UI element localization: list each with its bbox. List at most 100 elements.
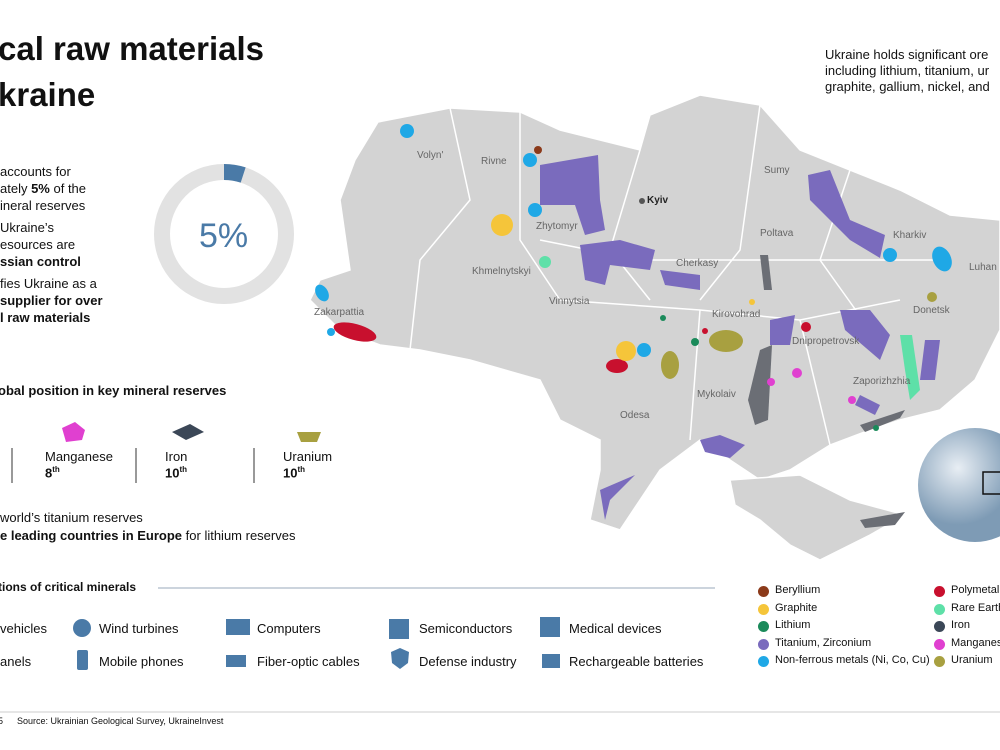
region-label: Odesa (620, 410, 650, 421)
region-label: Zakarpattia (314, 307, 365, 318)
region-label: Donetsk (913, 305, 950, 316)
application: Wind turbines (99, 621, 179, 636)
deposits (315, 124, 952, 528)
region-label: Poltava (760, 228, 794, 239)
rank-suffix: th (297, 465, 306, 474)
application-icons (73, 617, 560, 670)
legend-label: Uranium (951, 654, 993, 666)
legend-label: Graphite (775, 601, 818, 614)
application: Medical devices (569, 621, 662, 636)
legend-dot (934, 656, 945, 667)
application: Fiber-optic cables (257, 654, 360, 669)
legend-label: Polymetal (951, 584, 1000, 596)
region-label: Mykolaiv (697, 389, 736, 400)
legend-dot (758, 621, 769, 632)
application: Rechargeable batteries (569, 654, 704, 669)
text-run: 5% (31, 181, 50, 196)
text-run: esources are (0, 237, 76, 252)
application: Semiconductors (419, 621, 513, 636)
legend-dot (758, 586, 769, 597)
title: kraine (0, 76, 96, 113)
legend-dot (934, 621, 945, 632)
legend-dot (934, 638, 945, 650)
application: Mobile phones (99, 654, 184, 669)
donut-arc (223, 164, 246, 183)
text-line: world’s titanium reserves (0, 510, 143, 525)
ukraine-map (309, 94, 1000, 561)
section-title: obal position in key mineral reserves (0, 383, 227, 398)
intro: Ukraine holds significant ore (825, 47, 989, 62)
rank-suffix: th (179, 465, 188, 474)
text-run: l raw materials (0, 310, 91, 325)
text-run: for lithium reserves (182, 528, 296, 543)
intro: graphite, gallium, nickel, and (825, 79, 990, 94)
rank: 8th (45, 465, 60, 481)
mineral-name: Manganese (45, 449, 113, 464)
text-line: esources are (0, 237, 75, 252)
region-label: Rivne (481, 156, 507, 167)
region-label: Khmelnytskyi (472, 266, 531, 277)
region-label: Kirovohrad (712, 309, 761, 320)
legend-dot (758, 638, 769, 650)
text-run: supplier for over (0, 293, 103, 308)
text-run: world’s titanium reserves (0, 510, 143, 525)
text-run: of the (49, 181, 87, 196)
application: Defense industry (419, 654, 517, 669)
legend-label: Beryllium (775, 584, 821, 596)
region-label: Zaporizhzhia (853, 376, 911, 387)
legend-dot (758, 656, 769, 667)
legend-label: Non-ferrous metals (Ni, Co, Cu) (775, 654, 930, 666)
legend-label: Lithium (775, 619, 811, 631)
legend-dot (934, 603, 945, 615)
legend-label: Titanium, Zirconium (775, 636, 872, 649)
text-line: fies Ukraine as a (0, 276, 97, 291)
page-number: 5 (0, 716, 4, 726)
region-label: Kyiv (647, 195, 669, 206)
intro: including lithium, titanium, ur (825, 63, 990, 78)
legend-label: Manganes (951, 636, 1000, 649)
application: anels (0, 654, 32, 669)
rank: 10th (165, 465, 188, 481)
legend-label: Iron (951, 619, 970, 631)
rank: 10th (283, 465, 306, 481)
region-label: Dnipropetrovsk (792, 336, 860, 347)
text-run: Ukraine’s (0, 220, 54, 235)
region-label: Cherkasy (676, 258, 719, 269)
rank-suffix: th (52, 465, 60, 474)
title: cal raw materials (0, 30, 264, 67)
text-line: supplier for over (0, 293, 103, 308)
legend-label: Rare Earth (951, 601, 1000, 614)
text-run: ately (0, 181, 32, 196)
text-line: ately 5% of the (0, 181, 86, 196)
source: Source: Ukrainian Geological Survey, Ukr… (17, 716, 224, 726)
region-label: Volyn' (417, 150, 444, 161)
region-label: Luhan (969, 262, 997, 273)
text-line: accounts for (0, 164, 71, 179)
region-label: Zhytomyr (536, 221, 578, 232)
text-line: e leading countries in Europe for lithiu… (0, 528, 295, 543)
text-run: fies Ukraine as a (0, 276, 97, 291)
region-label: Kharkiv (893, 230, 927, 241)
text-line: ineral reserves (0, 198, 85, 213)
position-icons (62, 422, 321, 442)
mineral-name: Iron (165, 449, 188, 464)
text-run: e leading countries in Europe (0, 528, 183, 543)
text-line: ssian control (0, 254, 81, 269)
application: vehicles (0, 621, 47, 636)
globe (918, 428, 1000, 542)
globe-highlight (982, 471, 1000, 495)
donut-label: 5% (199, 217, 249, 255)
legend-dot (758, 603, 769, 615)
text-line: l raw materials (0, 310, 90, 325)
region-label: Vinnytsia (549, 296, 590, 307)
region-label: Sumy (764, 165, 790, 176)
mineral-name: Uranium (283, 449, 333, 464)
application: Computers (257, 621, 321, 636)
text-run: ssian control (0, 254, 81, 269)
text-run: accounts for (0, 164, 71, 179)
section-title: tions of critical minerals (0, 580, 137, 594)
text-line: Ukraine’s (0, 220, 54, 235)
text-run: ineral reserves (0, 198, 86, 213)
